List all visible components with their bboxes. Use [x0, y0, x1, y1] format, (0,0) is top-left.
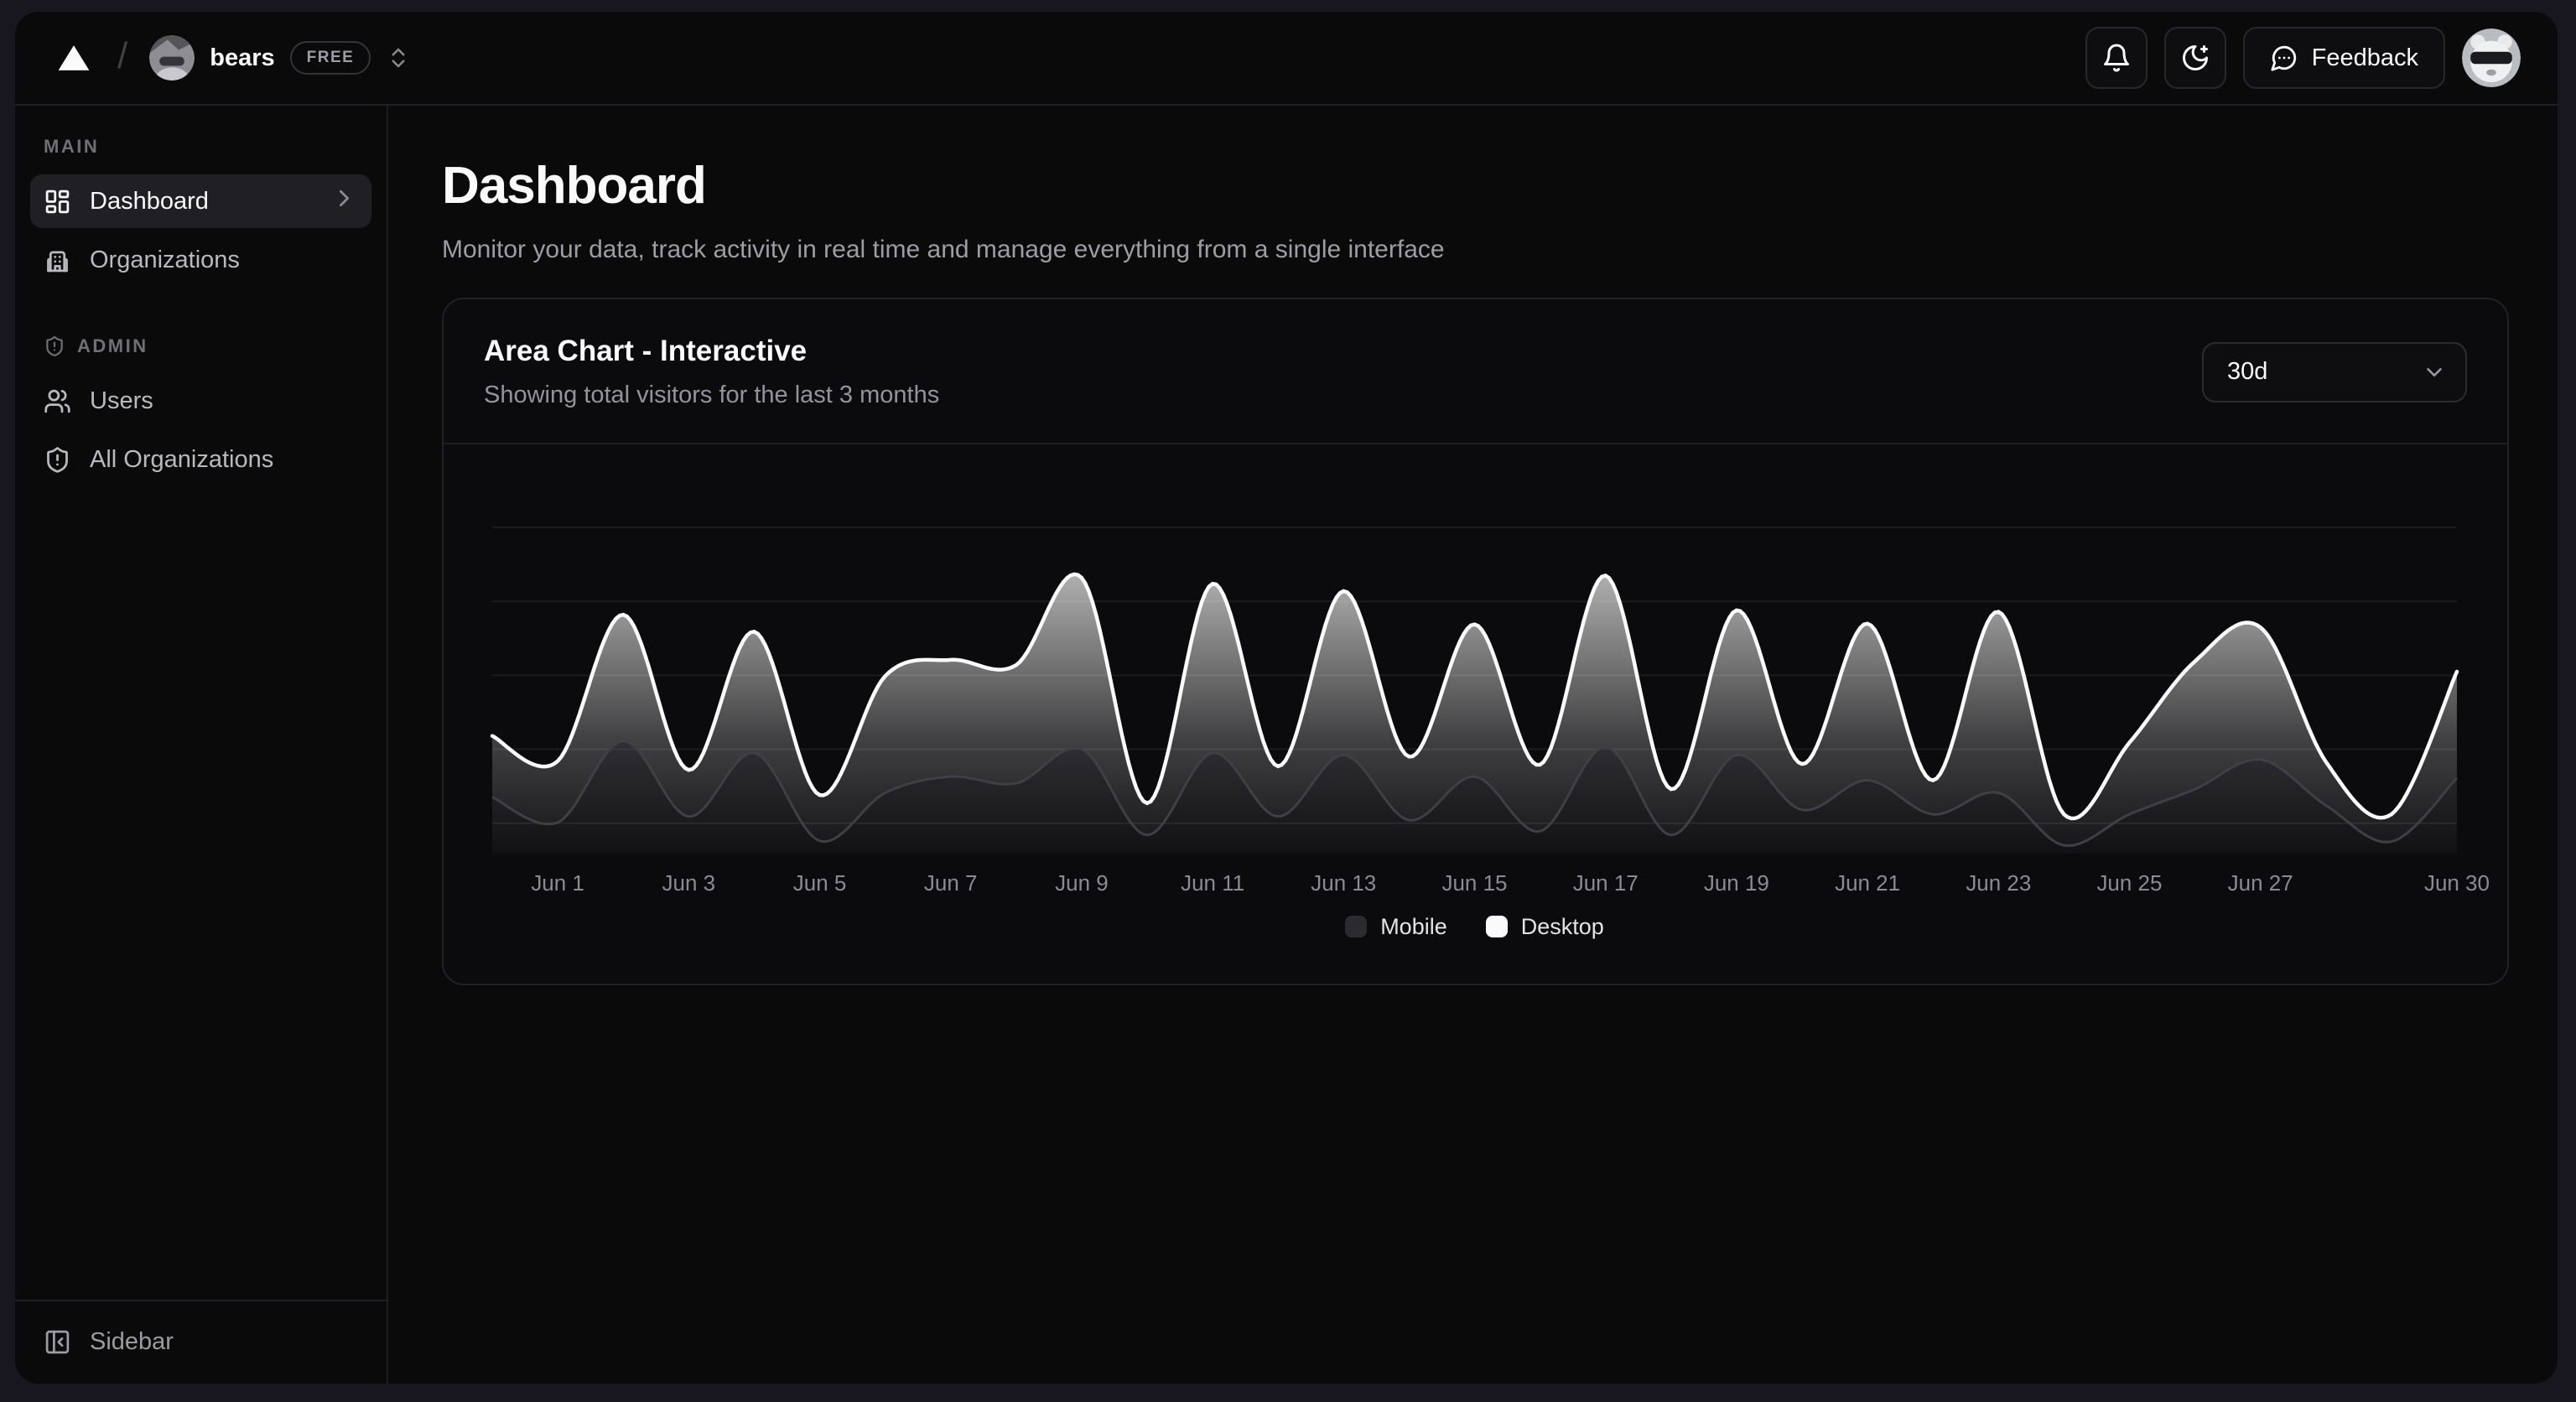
- x-tick-label: Jun 17: [1573, 870, 1639, 896]
- card-title: Area Chart - Interactive: [484, 335, 808, 367]
- header-actions: Feedback: [2085, 27, 2521, 89]
- x-tick-label: Jun 23: [1966, 870, 2031, 896]
- x-tick-label: Jun 27: [2228, 870, 2293, 896]
- org-avatar: [149, 35, 195, 80]
- notifications-button[interactable]: [2085, 27, 2148, 89]
- panel-left-close-icon: [45, 1330, 70, 1353]
- chevron-down-icon: [2422, 360, 2447, 385]
- x-tick-label: Jun 15: [1442, 870, 1508, 896]
- sidebar-toggle-label: Sidebar: [90, 1327, 174, 1355]
- desktop-swatch: [1485, 916, 1508, 938]
- sidebar-footer: Sidebar: [15, 1300, 387, 1384]
- time-range-select[interactable]: 30d: [2202, 341, 2467, 402]
- sidebar-section-admin: ADMIN: [44, 335, 371, 357]
- chevron-right-icon: [330, 184, 358, 219]
- sidebar-item-dashboard[interactable]: Dashboard: [30, 174, 371, 228]
- chart-legend: Mobile Desktop: [492, 914, 2457, 940]
- x-tick-label: Jun 25: [2096, 870, 2162, 896]
- layout-dashboard-icon: [45, 190, 70, 213]
- org-switcher-button[interactable]: bears FREE: [149, 35, 411, 80]
- area-chart-card: Area Chart - Interactive Showing total v…: [442, 298, 2509, 985]
- x-tick-label: Jun 13: [1311, 870, 1376, 896]
- mobile-area: [492, 740, 2457, 854]
- sidebar-item-users[interactable]: Users: [30, 374, 371, 428]
- bell-icon: [2103, 44, 2129, 72]
- legend-label: Mobile: [1380, 913, 1447, 939]
- app-window: / bears FREE: [15, 12, 2558, 1384]
- chart-area: Jun 1 Jun 3 Jun 5 Jun 7 Jun 9 Jun 11 Jun 13 Jun…: [444, 444, 2507, 984]
- shield-alert-icon: [47, 446, 68, 473]
- sidebar-item-label: All Organizations: [90, 445, 274, 473]
- x-tick-label: Jun 9: [1055, 870, 1109, 896]
- area-chart[interactable]: Jun 1 Jun 3 Jun 5 Jun 7 Jun 9 Jun 11 Jun 13 Jun…: [490, 466, 2490, 902]
- user-avatar[interactable]: [2462, 29, 2521, 87]
- triangle-logo-icon: [58, 45, 90, 70]
- moon-star-icon: [2182, 45, 2208, 70]
- legend-label: Desktop: [1520, 913, 1604, 939]
- sidebar-section-main: MAIN: [44, 136, 100, 157]
- plan-badge: FREE: [289, 41, 371, 75]
- x-tick-label: Jun 3: [662, 870, 716, 896]
- org-name: bears: [210, 44, 275, 71]
- top-header: / bears FREE: [15, 12, 2558, 106]
- sidebar-item-label: Dashboard: [90, 187, 209, 215]
- users-icon: [44, 389, 70, 413]
- desktop-area: [492, 574, 2457, 846]
- app-body: MAIN Dashboard Organizati: [15, 106, 2558, 1384]
- sidebar-spacer: [30, 491, 371, 1300]
- x-tick-label: Jun 1: [531, 870, 584, 896]
- x-tick-label: Jun 5: [793, 870, 847, 896]
- x-tick-label: Jun 7: [924, 870, 978, 896]
- sidebar-item-label: Organizations: [90, 246, 240, 273]
- main-content: Dashboard Monitor your data, track activ…: [388, 106, 2558, 1384]
- shield-alert-icon: [46, 336, 63, 356]
- sidebar-item-label: Users: [90, 387, 153, 414]
- x-tick-label: Jun 30: [2424, 870, 2490, 896]
- time-range-value: 30d: [2227, 358, 2268, 385]
- mobile-swatch: [1345, 916, 1368, 938]
- x-tick-label: Jun 11: [1181, 870, 1244, 896]
- theme-toggle-button[interactable]: [2163, 27, 2226, 89]
- feedback-label: Feedback: [2311, 44, 2418, 71]
- mobile-line: [491, 740, 2459, 847]
- sidebar: MAIN Dashboard Organizati: [15, 106, 388, 1384]
- page-subtitle: Monitor your data, track activity in rea…: [442, 236, 1445, 263]
- sidebar-item-organizations[interactable]: Organizations: [30, 233, 371, 287]
- card-header-text: Area Chart - Interactive Showing total v…: [484, 335, 939, 409]
- x-tick-label: Jun 21: [1835, 870, 1900, 896]
- feedback-button[interactable]: Feedback: [2242, 27, 2445, 89]
- x-tick-label: Jun 19: [1704, 870, 1769, 896]
- building-icon: [47, 251, 68, 272]
- message-circle-icon: [2271, 45, 2296, 71]
- chevrons-up-down-icon: [386, 45, 411, 70]
- breadcrumb-separator: /: [117, 35, 128, 76]
- desktop-line: [490, 572, 2459, 821]
- legend-item-desktop: Desktop: [1485, 913, 1604, 940]
- card-header: Area Chart - Interactive Showing total v…: [444, 299, 2507, 444]
- vercel-logo[interactable]: [52, 38, 96, 78]
- page-title: Dashboard: [442, 157, 707, 215]
- sidebar-item-all-organizations[interactable]: All Organizations: [30, 433, 371, 486]
- card-subtitle: Showing total visitors for the last 3 mo…: [484, 382, 940, 408]
- sidebar-toggle-button[interactable]: Sidebar: [44, 1315, 358, 1368]
- legend-item-mobile: Mobile: [1345, 914, 1447, 940]
